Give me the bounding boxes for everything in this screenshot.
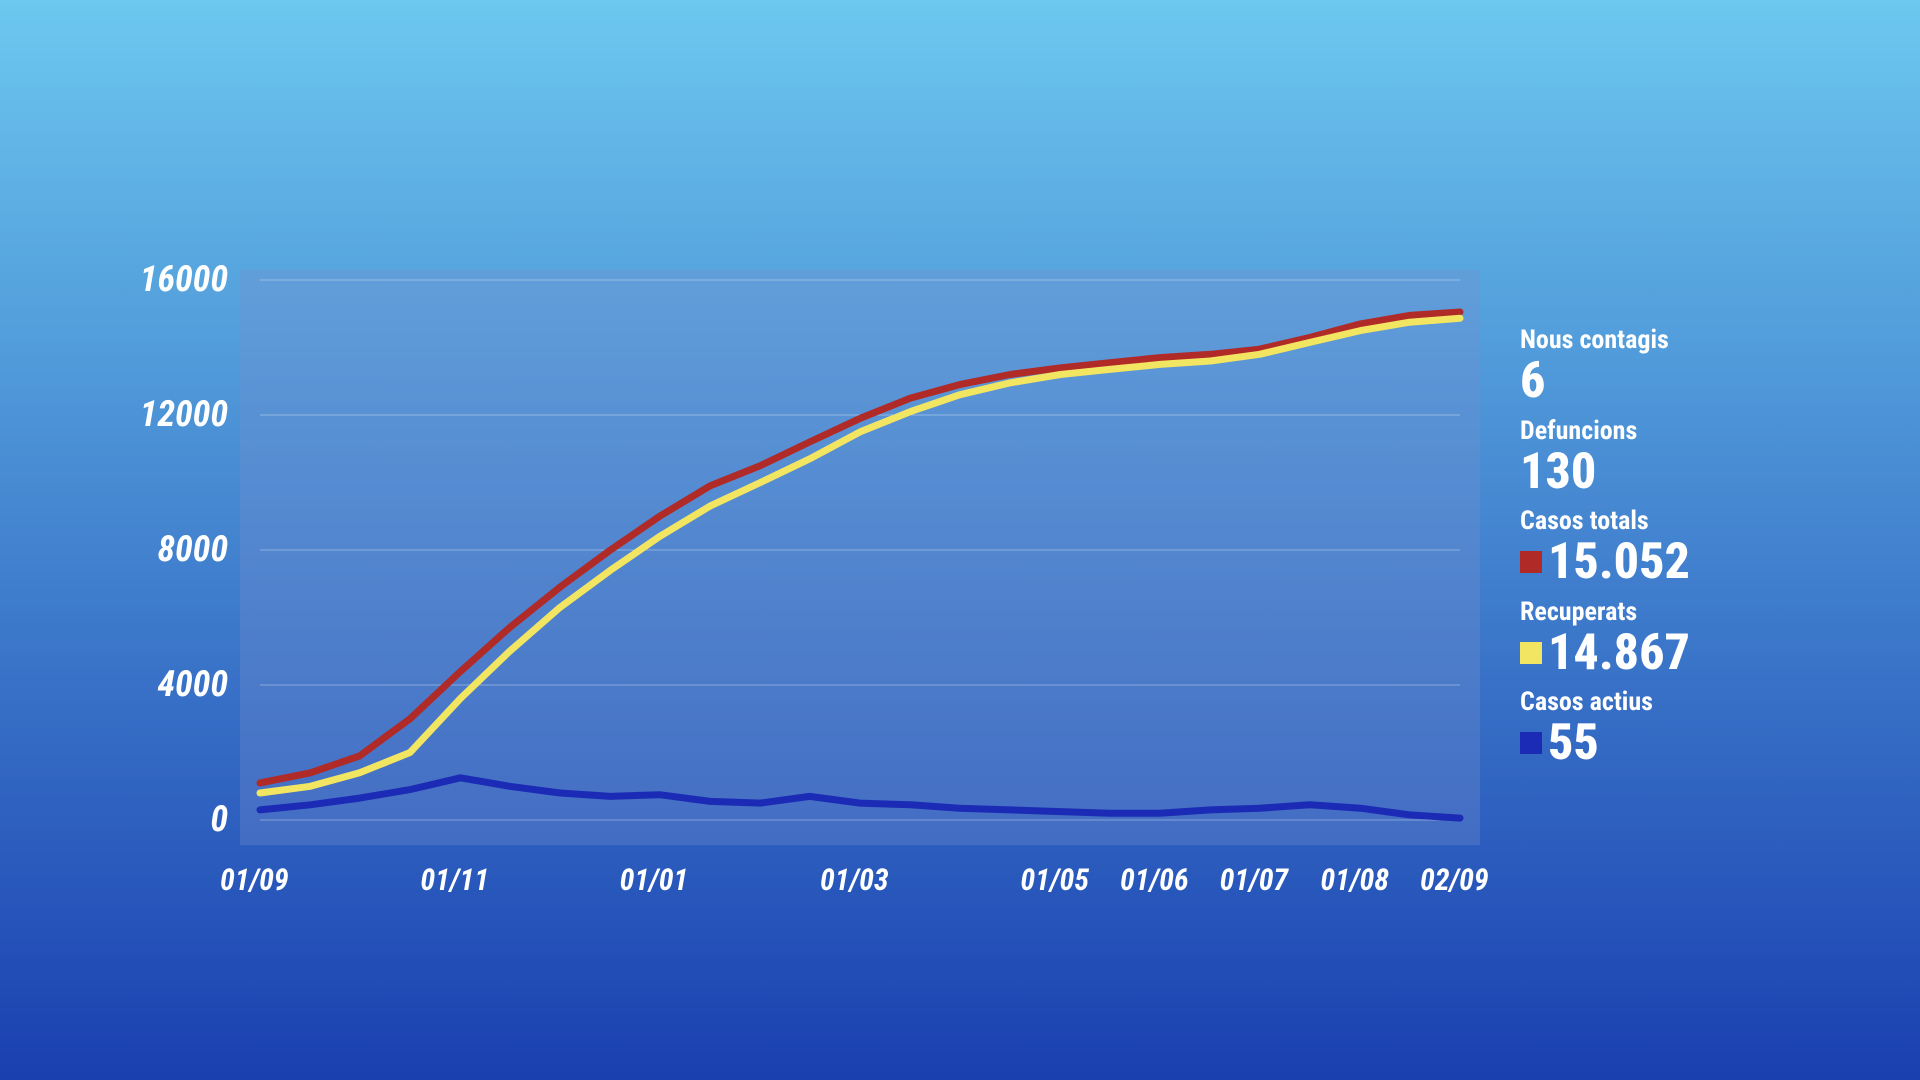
x-tick-label: 01/06 xyxy=(1120,863,1189,898)
legend-item: Recuperats14.867 xyxy=(1520,597,1690,680)
x-tick-label: 01/03 xyxy=(820,863,889,898)
y-tick-label: 4000 xyxy=(157,663,228,705)
legend-value: 55 xyxy=(1520,717,1690,770)
y-tick-label: 8000 xyxy=(157,528,228,570)
x-tick-label: 01/01 xyxy=(620,863,689,898)
legend-number: 14.867 xyxy=(1548,627,1690,680)
legend-label: Defuncions xyxy=(1520,416,1690,446)
legend-label: Nous contagis xyxy=(1520,325,1690,355)
y-tick-label: 16000 xyxy=(140,258,228,300)
legend-number: 55 xyxy=(1548,717,1599,770)
x-tick-label: 02/09 xyxy=(1420,863,1489,898)
legend-number: 130 xyxy=(1520,446,1596,499)
legend-label: Casos actius xyxy=(1520,687,1690,717)
legend-number: 6 xyxy=(1520,355,1545,408)
series-recuperats xyxy=(260,318,1460,793)
legend-swatch xyxy=(1520,642,1542,664)
legend-label: Casos totals xyxy=(1520,506,1690,536)
legend-item: Casos actius55 xyxy=(1520,687,1690,770)
x-tick-label: 01/07 xyxy=(1220,863,1289,898)
y-tick-label: 12000 xyxy=(140,393,228,435)
x-tick-label: 01/11 xyxy=(420,863,489,898)
x-tick-label: 01/08 xyxy=(1320,863,1389,898)
legend-value: 6 xyxy=(1520,355,1690,408)
chart-panel xyxy=(240,270,1480,845)
x-tick-label: 01/05 xyxy=(1020,863,1089,898)
y-tick-label: 0 xyxy=(210,798,228,840)
x-tick-label: 01/09 xyxy=(220,863,289,898)
legend-value: 15.052 xyxy=(1520,536,1690,589)
legend-number: 15.052 xyxy=(1548,536,1690,589)
series-casos_totals xyxy=(260,312,1460,783)
legend-value: 14.867 xyxy=(1520,627,1690,680)
legend-swatch xyxy=(1520,732,1542,754)
legend: Nous contagis6Defuncions130Casos totals1… xyxy=(1520,325,1690,778)
chart-svg xyxy=(240,270,1480,845)
page-background: 0 4000 8000 12000 16000 01/09 01/11 01/01 01/03… xyxy=(0,0,1920,1080)
legend-item: Nous contagis6 xyxy=(1520,325,1690,408)
legend-swatch xyxy=(1520,551,1542,573)
legend-item: Casos totals15.052 xyxy=(1520,506,1690,589)
legend-label: Recuperats xyxy=(1520,597,1690,627)
legend-item: Defuncions130 xyxy=(1520,416,1690,499)
legend-value: 130 xyxy=(1520,446,1690,499)
series-casos_actius xyxy=(260,778,1460,818)
